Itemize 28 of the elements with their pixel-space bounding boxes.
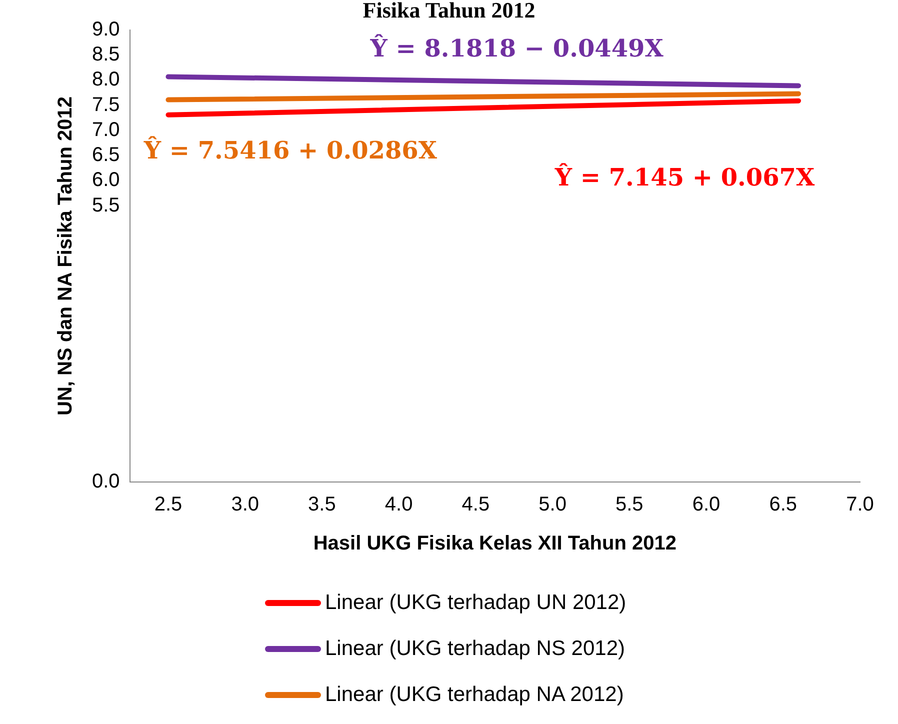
x-tick-label: 7.0 bbox=[846, 494, 874, 516]
x-tick-label: 5.0 bbox=[538, 494, 566, 516]
x-tick-label: 5.5 bbox=[616, 494, 644, 516]
x-tick-label: 6.0 bbox=[692, 494, 720, 516]
x-tick-label: 3.0 bbox=[231, 494, 260, 516]
y-tick-label: 7.5 bbox=[92, 94, 120, 116]
y-tick-label: 9.0 bbox=[92, 18, 120, 41]
x-tick-label: 6.5 bbox=[769, 494, 798, 516]
y-tick-label: 7.0 bbox=[92, 118, 120, 141]
y-tick-label: 8.0 bbox=[92, 68, 120, 91]
annotation: Ŷ = 7.5416 + 0.0286X bbox=[142, 135, 438, 164]
x-tick-label: 4.5 bbox=[462, 494, 490, 516]
y-tick-label: 6.5 bbox=[92, 144, 120, 166]
annotation: Ŷ = 8.1818 − 0.0449X bbox=[369, 34, 664, 63]
x-tick-label: 3.5 bbox=[308, 494, 336, 516]
y-tick-label: 5.5 bbox=[92, 194, 120, 216]
legend-label: Linear (UKG terhadap UN 2012) bbox=[325, 591, 626, 615]
y-tick-label: 6.0 bbox=[92, 169, 120, 192]
legend-label: Linear (UKG terhadap NA 2012) bbox=[325, 683, 624, 707]
chart-title: Fisika Tahun 2012 bbox=[362, 0, 536, 23]
legend-label: Linear (UKG terhadap NS 2012) bbox=[325, 637, 625, 661]
x-tick-label: 4.0 bbox=[384, 494, 413, 516]
y-axis-title: UN, NS dan NA Fisika Tahun 2012 bbox=[54, 96, 77, 416]
y-tick-label: 0.0 bbox=[92, 470, 120, 493]
x-tick-label: 2.5 bbox=[154, 494, 182, 516]
annotation: Ŷ = 7.145 + 0.067X bbox=[554, 162, 815, 192]
x-axis-title: Hasil UKG Fisika Kelas XII Tahun 2012 bbox=[313, 532, 676, 555]
y-tick-label: 8.5 bbox=[92, 44, 120, 66]
